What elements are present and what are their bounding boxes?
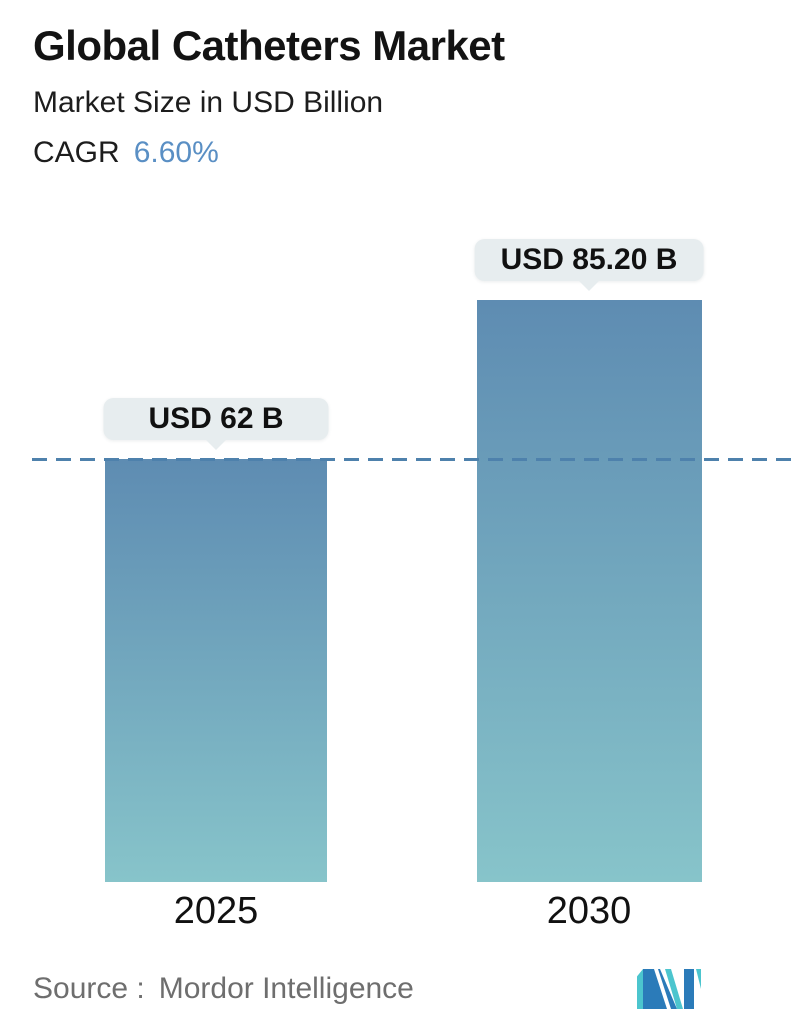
value-label-2025: USD 62 B: [148, 402, 284, 435]
bar-2025: [105, 459, 327, 882]
mordor-intelligence-logo: [637, 969, 701, 1009]
axis-label-2025: 2025: [173, 890, 259, 932]
source-line: Source : Mordor Intelligence: [33, 972, 414, 1006]
bar-2030: [477, 300, 702, 882]
logo-corner-teal-triangle: [696, 969, 701, 989]
cagr-label: CAGR: [33, 136, 120, 169]
logo-right-blue-bar: [684, 969, 694, 1009]
value-label-2030: USD 85.20 B: [500, 243, 678, 276]
baseline-dashed-line: [32, 458, 793, 461]
source-name: Mordor Intelligence: [158, 972, 414, 1005]
axis-label-2030: 2030: [546, 890, 632, 932]
page-title: Global Catheters Market: [33, 22, 505, 69]
source-label: Source :: [33, 972, 145, 1005]
value-tooltip-2030: USD 85.20 B: [474, 239, 704, 281]
value-tooltip-2025: USD 62 B: [103, 398, 329, 440]
logo-main-blue-stroke: [643, 969, 677, 1009]
cagr-value: 6.60%: [133, 136, 219, 169]
logo-teal-stroke: [665, 969, 683, 1009]
chart-subtitle: Market Size in USD Billion: [33, 86, 384, 119]
cagr-line: CAGR 6.60%: [33, 136, 219, 170]
logo-white-gap: [654, 969, 671, 1009]
logo-left-teal-sliver: [637, 969, 643, 1009]
